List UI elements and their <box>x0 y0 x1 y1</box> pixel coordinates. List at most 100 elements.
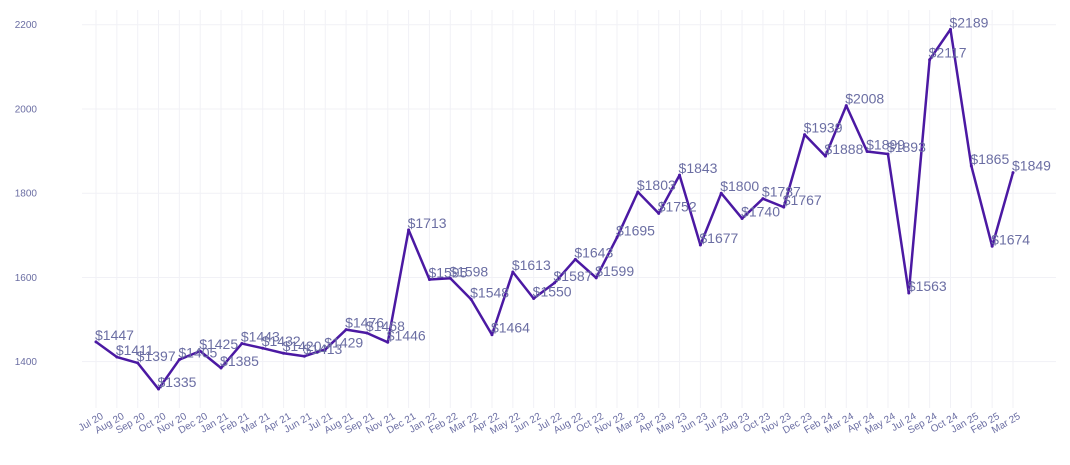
data-label: $2117 <box>929 45 967 61</box>
data-label: $1548 <box>470 284 509 300</box>
data-label: $1598 <box>449 263 488 279</box>
data-label: $1563 <box>908 278 947 294</box>
data-point <box>365 331 369 335</box>
y-tick-label: 2200 <box>15 20 38 31</box>
data-label: $1464 <box>491 320 530 336</box>
data-label: $1420 <box>283 338 322 354</box>
data-point <box>865 150 869 154</box>
data-point <box>302 354 306 358</box>
data-label: $1695 <box>616 222 655 238</box>
data-point <box>928 58 932 62</box>
data-point <box>823 154 827 158</box>
data-label: $1865 <box>970 151 1009 167</box>
data-point <box>678 173 682 177</box>
data-point <box>615 235 619 239</box>
y-axis-ticks: 1400 1600 1800 2000 2200 <box>15 20 38 368</box>
data-label: $1413 <box>303 341 342 357</box>
data-point <box>886 152 890 156</box>
data-point <box>740 216 744 220</box>
data-label: $1595 <box>428 265 467 281</box>
data-point <box>157 387 161 391</box>
data-point <box>323 347 327 351</box>
data-point <box>719 191 723 195</box>
data-label: $1397 <box>137 348 176 364</box>
data-label: $1899 <box>866 137 905 153</box>
data-point <box>553 281 556 285</box>
data-label: $1405 <box>178 345 217 361</box>
data-point <box>511 270 515 274</box>
y-tick-label: 1400 <box>15 357 38 368</box>
grid <box>82 10 1056 408</box>
data-label: $1587 <box>554 268 593 284</box>
data-point <box>803 133 807 137</box>
data-label: $2008 <box>845 91 884 107</box>
y-tick-label: 1800 <box>15 189 38 200</box>
data-label: $1476 <box>345 315 384 331</box>
data-point <box>94 340 98 344</box>
data-point <box>1011 171 1015 175</box>
data-point <box>407 228 411 232</box>
data-point <box>136 361 140 365</box>
data-label: $1740 <box>741 203 780 219</box>
data-label: $1385 <box>220 353 259 369</box>
data-point <box>948 27 952 31</box>
data-point <box>282 351 286 355</box>
data-label: $1447 <box>95 327 134 343</box>
data-point <box>844 104 848 108</box>
data-point <box>261 346 265 350</box>
data-point <box>386 340 390 344</box>
data-label: $1599 <box>595 263 634 279</box>
data-label: $1429 <box>324 334 363 350</box>
data-label: $1893 <box>887 139 926 155</box>
data-label: $1843 <box>679 160 718 176</box>
data-label: $1888 <box>824 141 863 157</box>
data-label: $1613 <box>512 257 551 273</box>
data-point <box>344 328 348 332</box>
y-tick-label: 2000 <box>15 104 38 115</box>
data-point <box>219 366 223 370</box>
data-point <box>636 190 640 194</box>
data-point <box>469 297 473 301</box>
data-point <box>573 257 577 261</box>
data-label: $1674 <box>991 231 1030 247</box>
data-point <box>698 243 702 247</box>
data-point <box>532 296 536 300</box>
data-label: $1550 <box>533 283 572 299</box>
data-label: $1713 <box>408 215 447 231</box>
data-label: $1939 <box>804 120 843 136</box>
data-label: $1803 <box>637 177 676 193</box>
data-label: $1767 <box>783 192 822 208</box>
data-point <box>969 164 973 168</box>
data-point <box>594 276 598 280</box>
data-point <box>427 278 431 282</box>
y-tick-label: 1600 <box>15 273 38 284</box>
data-label: $1411 <box>116 342 154 358</box>
series-layer <box>94 27 1015 391</box>
data-point <box>490 333 494 337</box>
data-point <box>448 276 452 280</box>
data-label: $1432 <box>262 333 301 349</box>
data-label: $1443 <box>241 329 280 345</box>
data-point <box>907 291 911 295</box>
data-label: $1335 <box>158 374 197 390</box>
data-point <box>240 342 244 346</box>
data-label: $2189 <box>949 14 988 30</box>
data-label: $1468 <box>366 318 405 334</box>
data-label: $1677 <box>699 230 738 246</box>
data-labels: $1447$1411$1397 $1335 $1405$1425$1385 $1443… <box>95 14 1051 390</box>
data-label: $1787 <box>762 184 801 200</box>
data-label: $1800 <box>720 178 759 194</box>
data-point <box>115 355 119 359</box>
data-label: $1425 <box>199 336 238 352</box>
data-label: $1643 <box>574 244 613 260</box>
data-point <box>177 358 181 362</box>
data-point <box>657 211 661 215</box>
data-point <box>761 197 765 201</box>
data-point <box>990 244 994 248</box>
data-point <box>198 349 202 353</box>
data-point <box>782 205 786 209</box>
data-label: $1752 <box>658 198 697 214</box>
